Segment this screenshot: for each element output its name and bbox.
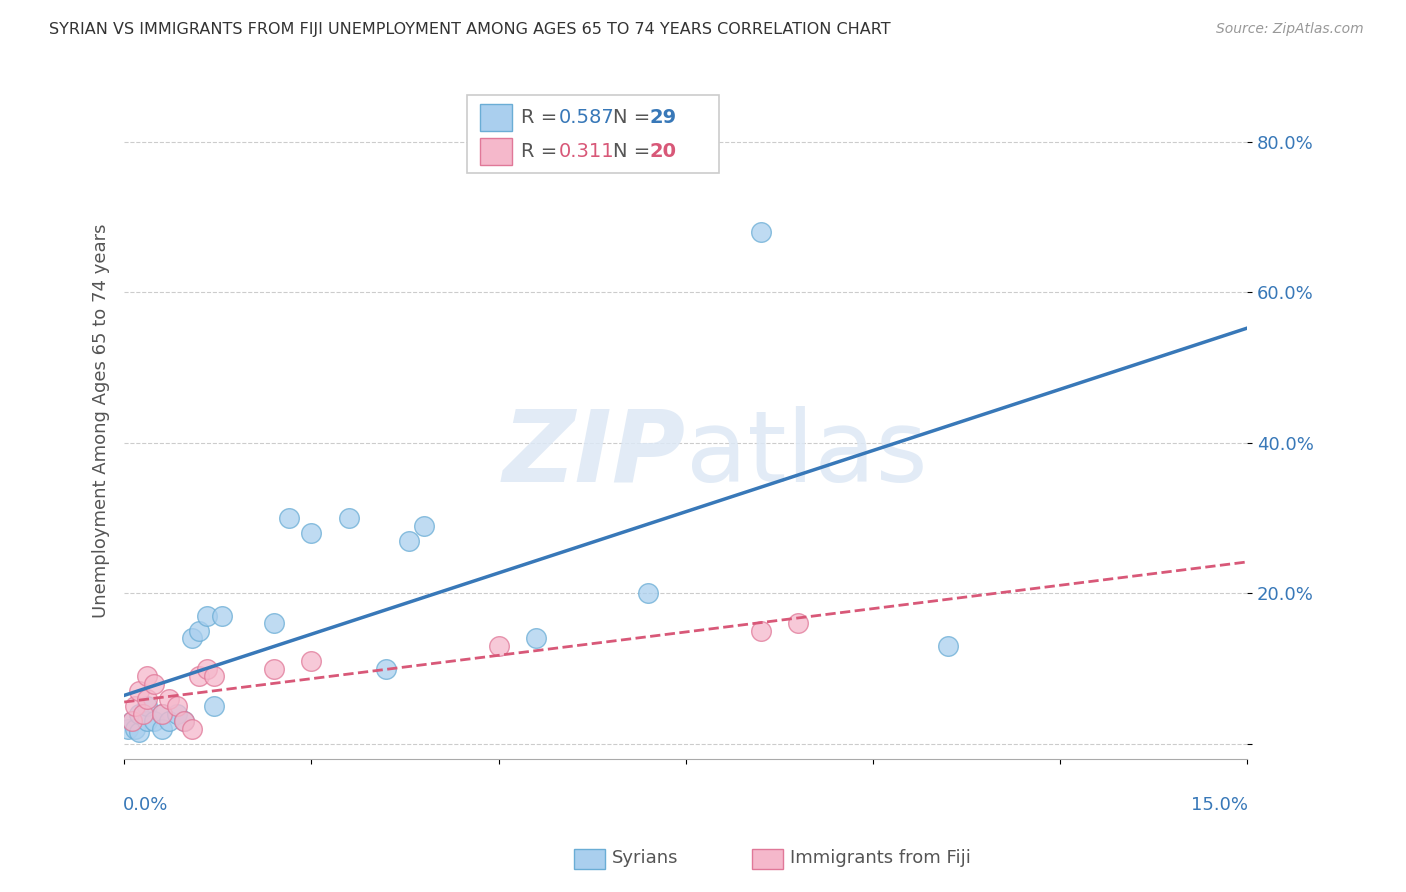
Point xyxy=(173,714,195,728)
Point xyxy=(135,699,157,714)
Point xyxy=(157,691,180,706)
Point xyxy=(488,639,510,653)
Text: Syrians: Syrians xyxy=(612,849,678,867)
Point xyxy=(202,669,225,683)
Point xyxy=(150,706,173,721)
Point xyxy=(787,616,810,631)
FancyBboxPatch shape xyxy=(467,95,720,173)
Point xyxy=(195,661,218,675)
Point xyxy=(749,225,772,239)
Point xyxy=(277,511,299,525)
Point xyxy=(188,624,211,638)
Text: 20: 20 xyxy=(650,142,676,161)
Point xyxy=(211,608,233,623)
Point xyxy=(143,676,166,690)
Point xyxy=(299,654,322,668)
Text: atlas: atlas xyxy=(686,406,928,503)
Text: 29: 29 xyxy=(650,108,676,127)
Text: SYRIAN VS IMMIGRANTS FROM FIJI UNEMPLOYMENT AMONG AGES 65 TO 74 YEARS CORRELATIO: SYRIAN VS IMMIGRANTS FROM FIJI UNEMPLOYM… xyxy=(49,22,891,37)
Point xyxy=(195,608,218,623)
Text: 0.587: 0.587 xyxy=(558,108,614,127)
Point xyxy=(524,632,547,646)
Text: 0.311: 0.311 xyxy=(558,142,614,161)
Point xyxy=(173,714,195,728)
Text: Immigrants from Fiji: Immigrants from Fiji xyxy=(790,849,972,867)
Point xyxy=(128,684,150,698)
Point xyxy=(132,706,155,721)
Point xyxy=(124,699,146,714)
Text: 0.0%: 0.0% xyxy=(124,796,169,814)
Point xyxy=(749,624,772,638)
Text: N =: N = xyxy=(613,108,650,127)
Point xyxy=(117,722,139,736)
Point xyxy=(412,518,434,533)
Point xyxy=(180,632,202,646)
Point xyxy=(202,699,225,714)
Text: ZIP: ZIP xyxy=(503,406,686,503)
Text: R =: R = xyxy=(520,108,557,127)
Point xyxy=(299,526,322,541)
Point xyxy=(121,714,143,728)
Point xyxy=(124,722,146,736)
Point xyxy=(375,661,398,675)
Text: 15.0%: 15.0% xyxy=(1191,796,1249,814)
Point xyxy=(157,714,180,728)
Point xyxy=(135,669,157,683)
Point xyxy=(128,706,150,721)
Point xyxy=(135,714,157,728)
Point xyxy=(135,691,157,706)
Y-axis label: Unemployment Among Ages 65 to 74 years: Unemployment Among Ages 65 to 74 years xyxy=(93,223,110,617)
Point xyxy=(263,661,285,675)
Point xyxy=(121,714,143,728)
FancyBboxPatch shape xyxy=(481,103,512,131)
Point xyxy=(936,639,959,653)
Point xyxy=(143,714,166,728)
Point xyxy=(150,706,173,721)
Point xyxy=(188,669,211,683)
Point xyxy=(166,706,188,721)
Point xyxy=(150,722,173,736)
Point xyxy=(337,511,360,525)
Text: Source: ZipAtlas.com: Source: ZipAtlas.com xyxy=(1216,22,1364,37)
Point xyxy=(637,586,659,600)
Point xyxy=(166,699,188,714)
Point xyxy=(128,725,150,739)
Text: N =: N = xyxy=(613,142,650,161)
Text: R =: R = xyxy=(520,142,557,161)
Point xyxy=(263,616,285,631)
Point xyxy=(398,533,420,548)
FancyBboxPatch shape xyxy=(481,138,512,165)
Point xyxy=(180,722,202,736)
